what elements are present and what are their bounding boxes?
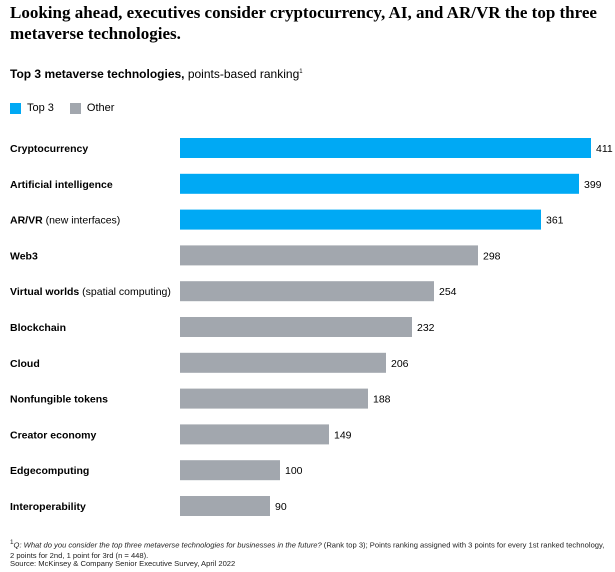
bar-blockchain [180,317,412,337]
bar-cloud [180,352,386,373]
subtitle-note-marker: 1 [299,69,303,75]
value-label-cryptocurrency: 411 [596,143,613,155]
category-label-creator-economy: Creator economy [10,429,97,441]
subtitle-rest: points-based ranking [184,67,300,81]
category-label-nonfungible-tokens: Nonfungible tokens [10,394,108,406]
bar-ar-vr [180,209,541,230]
chart-subtitle: Top 3 metaverse technologies, points-bas… [10,67,303,81]
value-label-cloud: 206 [391,358,409,370]
legend-item-other: Other [69,102,115,114]
value-label-creator-economy: 149 [334,429,352,441]
footnote-marker: 1 [10,539,14,546]
category-label-cloud: Cloud [10,358,40,370]
value-label-interoperability: 90 [275,501,287,513]
bar-creator-economy [180,424,329,445]
footnote-rest: (Rank top 3); Points ranking assigned wi… [10,540,605,560]
bar-edgecomputing [180,460,280,481]
category-label-web3: Web3 [10,250,38,262]
category-label-artificial-intelligence: Artificial intelligence [10,179,113,191]
subtitle-main: Top 3 metaverse technologies, [10,67,185,81]
category-label-ar-vr: AR/VR (new interfaces) [10,215,120,227]
category-label-edgecomputing: Edgecomputing [10,465,89,477]
category-label-interoperability: Interoperability [10,501,86,513]
footnote: 1Q: What do you consider the top three m… [10,538,608,561]
value-label-ar-vr: 361 [546,215,564,227]
value-label-edgecomputing: 100 [285,465,303,477]
category-label-virtual-worlds: Virtual worlds (spatial computing) [10,286,171,298]
legend-swatch-top3 [10,102,21,114]
chart-legend: Top 3 Other [10,102,130,114]
bar-chart: Cryptocurrency 411 Artificial intelligence… [10,138,613,516]
bar-cryptocurrency [180,138,591,158]
value-label-web3: 298 [483,250,501,262]
value-label-blockchain: 232 [417,322,435,334]
chart-headline: Looking ahead, executives consider crypt… [10,3,597,43]
value-label-virtual-worlds: 254 [439,286,457,298]
category-label-blockchain: Blockchain [10,322,66,334]
footnote-question: Q: What do you consider the top three me… [13,540,322,550]
legend-swatch-other [69,102,81,114]
legend-label-other: Other [86,102,115,114]
bar-nonfungible-tokens [180,388,368,409]
legend-label-top3: Top 3 [27,102,54,114]
bar-virtual-worlds [180,281,434,302]
bar-web3 [180,245,478,266]
category-label-cryptocurrency: Cryptocurrency [10,143,88,155]
value-label-nonfungible-tokens: 188 [373,394,391,406]
bar-artificial-intelligence [180,173,579,194]
source-note: Source: McKinsey & Company Senior Execut… [10,559,236,568]
legend-item-top3: Top 3 [10,102,54,114]
bar-interoperability [180,496,270,516]
value-label-artificial-intelligence: 399 [584,179,602,191]
